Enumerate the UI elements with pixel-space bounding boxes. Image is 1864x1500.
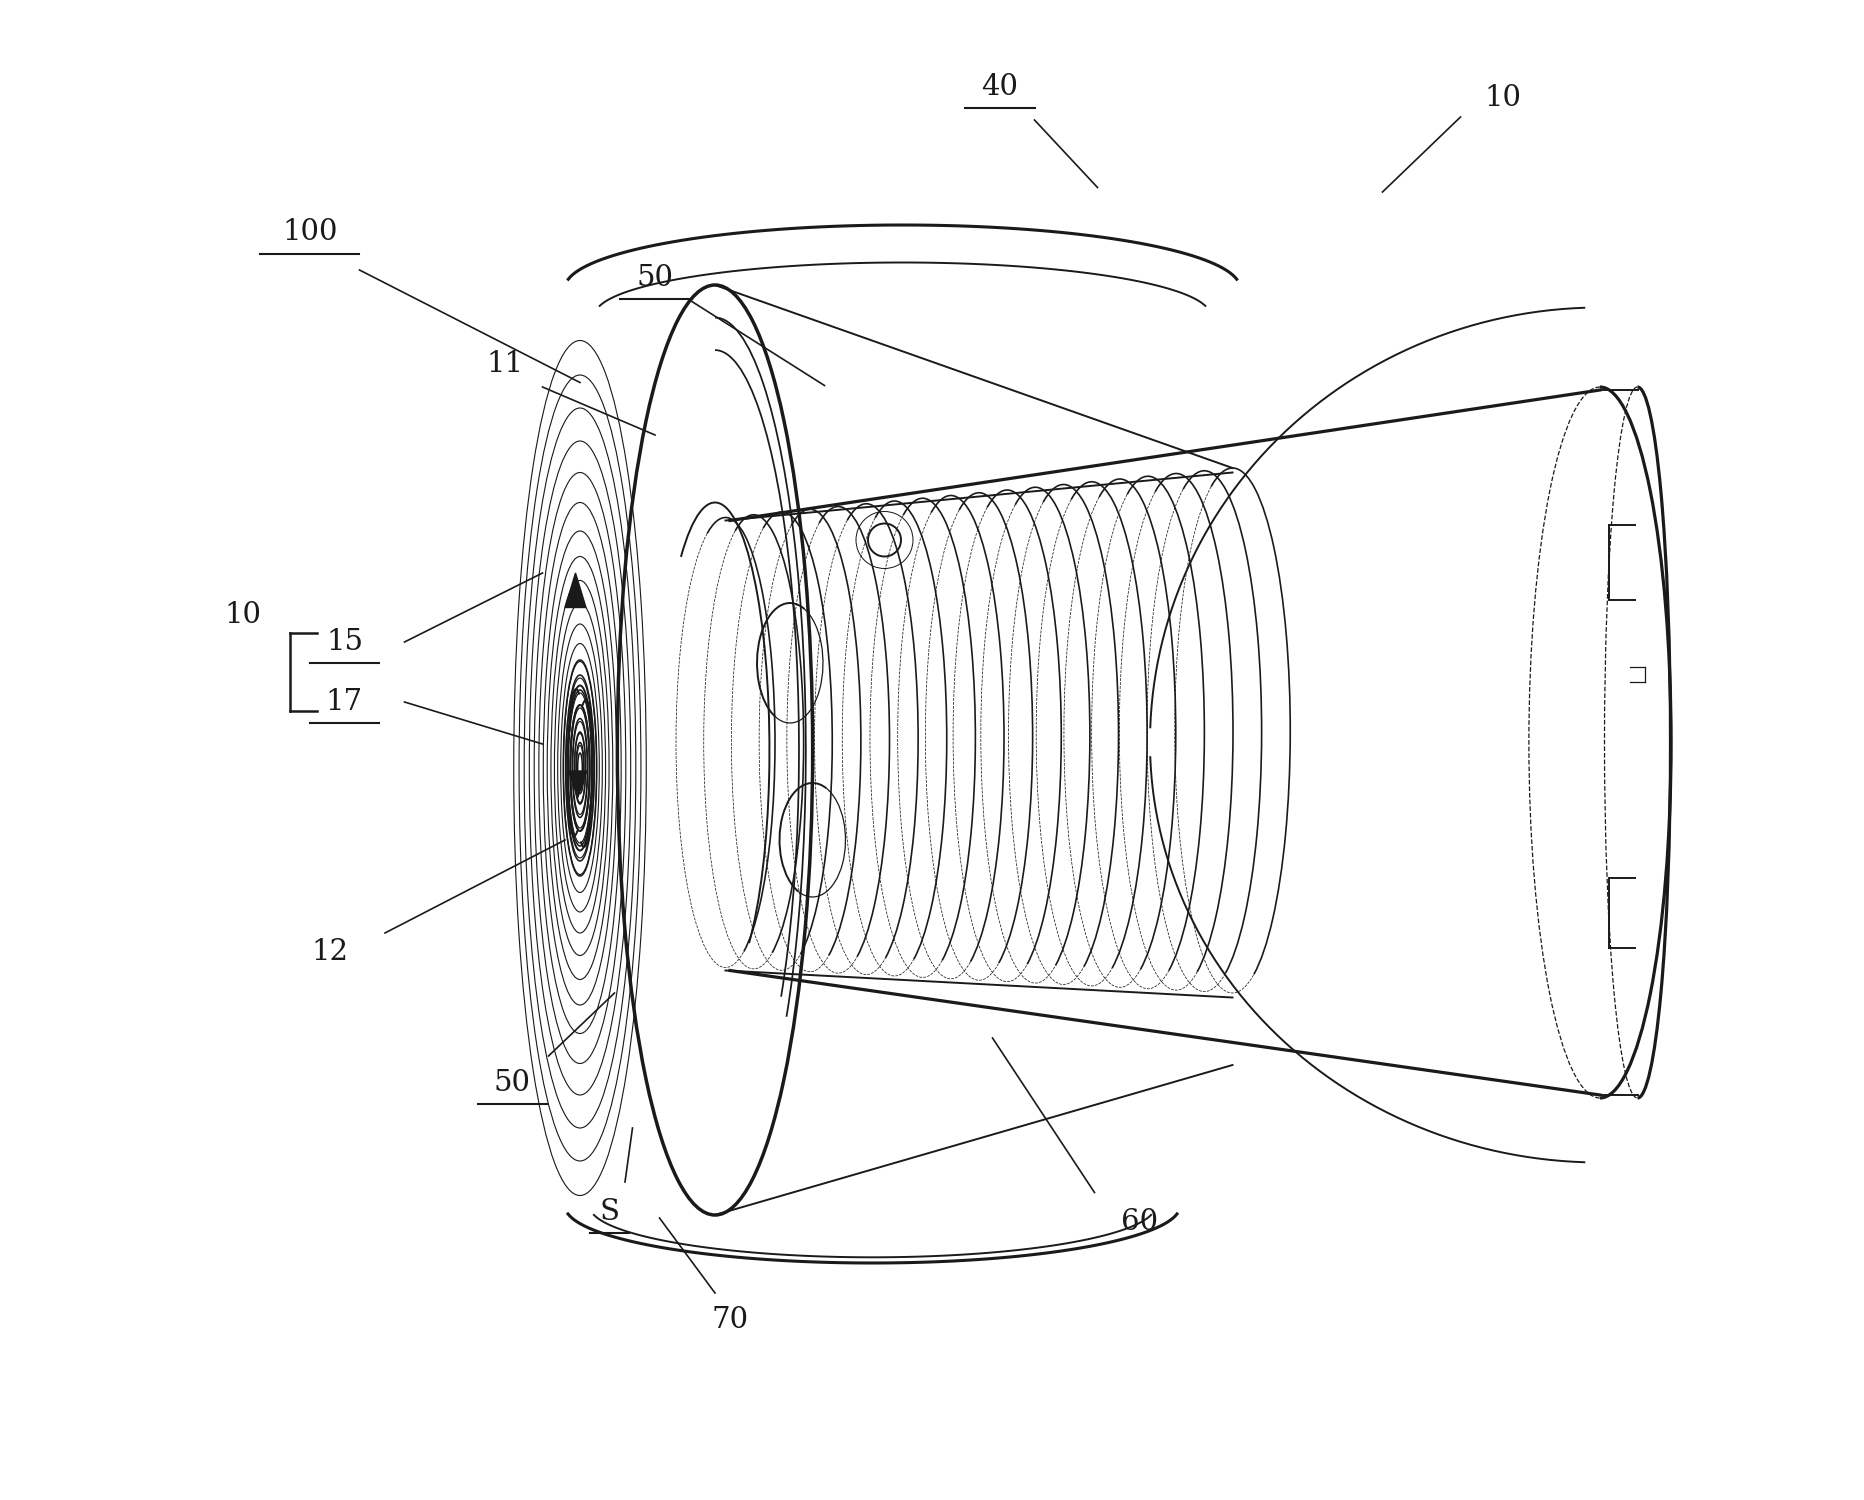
Polygon shape <box>565 573 585 608</box>
Text: 10: 10 <box>224 602 261 628</box>
Text: 10: 10 <box>1484 84 1521 111</box>
Text: 70: 70 <box>710 1306 747 1334</box>
Text: 50: 50 <box>494 1070 531 1096</box>
Text: 11: 11 <box>487 351 524 378</box>
Polygon shape <box>569 771 587 798</box>
Text: 17: 17 <box>326 688 363 715</box>
Text: 60: 60 <box>1120 1209 1158 1236</box>
Text: 40: 40 <box>980 74 1018 100</box>
Text: 15: 15 <box>326 628 363 656</box>
Text: 12: 12 <box>311 939 349 966</box>
Text: 50: 50 <box>636 264 673 291</box>
Text: 100: 100 <box>281 219 337 246</box>
Text: S: S <box>600 1198 619 1225</box>
